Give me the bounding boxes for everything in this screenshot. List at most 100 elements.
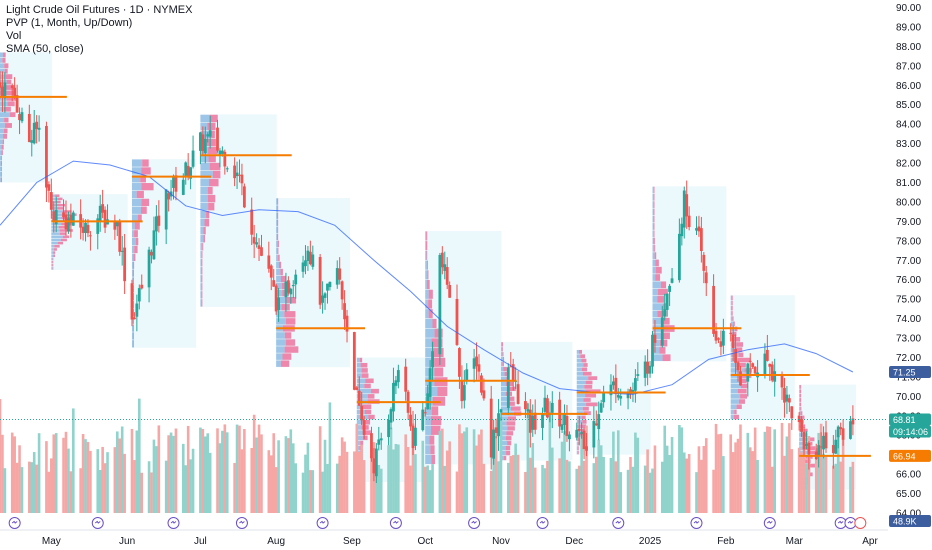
- profile-row-down: [59, 232, 66, 235]
- profile-row-down: [4, 68, 8, 74]
- candle-body: [460, 380, 464, 402]
- candle-body: [240, 174, 244, 184]
- profile-row-down: [657, 296, 665, 303]
- price-tick-label: 64.00: [896, 509, 921, 520]
- profile-row-up: [0, 150, 2, 156]
- candle-body: [343, 303, 346, 320]
- volume-bar: [480, 429, 483, 513]
- profile-row-down: [212, 170, 221, 179]
- volume-bar: [634, 432, 637, 513]
- volume-bar: [328, 402, 332, 513]
- profile-row-up: [276, 282, 282, 290]
- marker-glyph-icon: [837, 520, 844, 524]
- volume-bar: [140, 472, 144, 513]
- legend-title[interactable]: Light Crude Oil Futures · 1D · NYMEX: [6, 4, 193, 16]
- volume-bar: [304, 454, 307, 513]
- candle-body: [783, 387, 786, 403]
- price-tick-label: 75.00: [896, 295, 921, 306]
- profile-row-up: [200, 227, 204, 235]
- volume-bar: [594, 456, 598, 513]
- sma-50-line: [0, 160, 854, 395]
- profile-row-down: [134, 245, 138, 254]
- candle-body: [157, 215, 161, 226]
- profile-row-up: [799, 402, 800, 407]
- profile-row-up: [0, 57, 3, 63]
- profile-row-up: [799, 411, 801, 416]
- profile-row-up: [576, 446, 578, 450]
- profile-row-down: [368, 414, 375, 420]
- volume-bar: [563, 431, 566, 513]
- time-axis[interactable]: May Jun Jul Aug Sep Oct Nov Dec 2025 Feb Mar Apr: [0, 529, 888, 547]
- profile-row-down: [141, 206, 147, 214]
- profile-row-down: [360, 362, 368, 368]
- volume-bar: [284, 436, 288, 513]
- candle-body: [252, 237, 256, 244]
- profile-row-up: [425, 338, 432, 348]
- profile-row-down: [285, 339, 296, 346]
- volume-bar: [836, 434, 840, 513]
- candle-body: [338, 268, 342, 280]
- profile-row-down: [6, 95, 17, 101]
- candle-body: [753, 366, 757, 374]
- profile-row-up: [200, 267, 202, 275]
- volume-bar: [783, 455, 786, 513]
- profile-row-down: [53, 251, 56, 254]
- candle-body: [597, 414, 601, 430]
- profile-row-down: [134, 230, 138, 238]
- legend-pvp[interactable]: PVP (1, Month, Up/Down): [6, 17, 133, 29]
- price-badge: [889, 449, 931, 462]
- profile-row-down: [1, 150, 3, 156]
- candle-body: [220, 150, 224, 154]
- profile-row-down: [53, 248, 57, 251]
- profile-row-down: [741, 383, 749, 389]
- profile-row-down: [2, 139, 5, 145]
- profile-row-up: [0, 177, 1, 183]
- profile-row-up: [799, 441, 806, 446]
- candle-body: [311, 254, 315, 267]
- profile-row-down: [206, 210, 210, 219]
- profile-row-down: [201, 283, 203, 291]
- profile-row-down: [582, 406, 589, 411]
- profile-row-up: [576, 363, 584, 367]
- volume-bar: [272, 433, 276, 513]
- profile-row-down: [800, 384, 802, 389]
- profile-row-down: [1, 171, 2, 177]
- volume-bar: [294, 463, 298, 513]
- candle-body: [492, 429, 496, 459]
- profile-row-up: [425, 406, 432, 416]
- profile-row-down: [803, 428, 808, 433]
- volume-bar: [203, 436, 207, 513]
- volume-bar: [98, 470, 102, 513]
- marker-glyph-icon: [319, 520, 326, 524]
- volume-bar: [387, 445, 390, 513]
- candle-body: [291, 284, 295, 287]
- volume-bar: [394, 443, 398, 513]
- candle-body: [135, 303, 139, 317]
- price-badge: [889, 366, 931, 379]
- candle-body: [670, 278, 674, 283]
- price-badge-label: 09:14:06: [893, 427, 928, 437]
- profile-row-up: [425, 289, 429, 299]
- profile-row-up: [200, 218, 205, 227]
- profile-row-up: [51, 229, 60, 232]
- profile-row-up: [131, 214, 138, 222]
- profile-row-down: [359, 357, 363, 363]
- profile-row-down: [735, 347, 743, 352]
- legend-sma[interactable]: SMA (50, close): [6, 43, 84, 55]
- volume-bar: [255, 437, 258, 513]
- profile-row-down: [505, 445, 511, 451]
- volume-bar: [137, 398, 141, 513]
- profile-row-down: [56, 203, 66, 207]
- profile-row-down: [277, 205, 279, 212]
- legend-vol[interactable]: Vol: [6, 30, 22, 42]
- candle-body: [225, 168, 229, 170]
- profile-row-down: [62, 235, 70, 239]
- profile-row-up: [51, 232, 60, 235]
- profile-row-up: [425, 318, 433, 328]
- profile-row-up: [425, 260, 427, 270]
- volume-bar: [191, 448, 195, 513]
- profile-row-down: [580, 424, 587, 429]
- volume-bar: [475, 445, 478, 513]
- candle-body: [739, 371, 742, 386]
